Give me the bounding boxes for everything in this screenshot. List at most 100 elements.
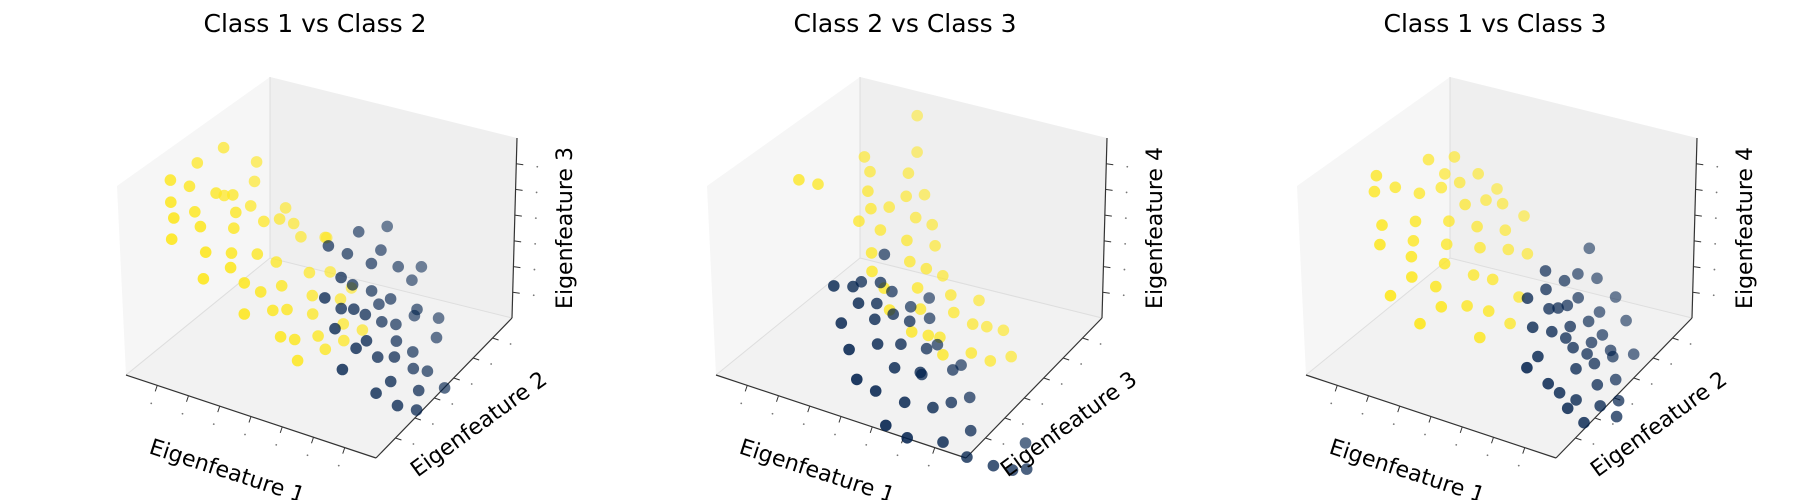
z-axis-line [1691,137,1698,319]
scatter-point-s1-40 [1414,317,1426,330]
scatter-point-s2-20 [322,240,335,252]
z-axis-line [1101,137,1108,319]
y-tick-label [1631,403,1634,405]
z-axis-label: Eigenfeature 3 [553,147,578,309]
scatter-point-s2-35 [319,292,331,304]
z-tick-label [536,165,539,168]
y-tick-label [1650,383,1653,385]
scatter-point-s2-26 [869,313,881,326]
scatter-point-s1-8 [909,211,922,224]
z-tick-label [1715,191,1718,194]
scatter-point-s1-28 [911,282,924,294]
scatter-point-s2-11 [1558,274,1571,287]
scatter-point-s1-8 [295,231,307,243]
z-tick [1102,291,1110,294]
x-axis-label: Eigenfeature 1 [146,435,308,500]
scatter-point-s1-41 [194,220,207,233]
scatter-point-s2-6 [1593,306,1606,318]
y-tick-label [490,363,493,365]
scatter-point-s2-8 [886,285,898,298]
scatter-point-s2-38 [329,322,341,335]
x-tick [1397,405,1401,413]
x-tick-label [896,454,899,457]
y-tick-label [1060,383,1063,385]
scatter-point-s1-6 [1480,194,1492,206]
x-tick [1491,437,1494,444]
scatter-point-s2-18 [1540,283,1552,296]
scatter-point-s2-29 [348,303,360,316]
scatter-point-s2-13 [1607,350,1619,363]
z-tick [1105,188,1113,191]
scatter-point-s2-16 [390,318,402,331]
scatter-point-s2-15 [1561,299,1574,312]
scatter-point-s2-24 [407,362,420,375]
scatter-point-s2-37 [869,385,882,397]
scatter-point-s1-29 [230,206,242,219]
z-tick-label [534,217,537,220]
x-tick-label [834,433,836,436]
scatter-point-s2-34 [835,317,848,329]
y-tick [414,417,422,421]
z-tick [1104,214,1112,217]
y-tick-label [1611,423,1614,425]
scatter-point-s2-23 [1552,302,1564,314]
scatter-point-s1-7 [1499,224,1512,236]
x-tick [1522,447,1526,454]
scatter-point-s2-2 [415,261,428,273]
y-tick-label [1099,343,1102,345]
scatter-point-s1-32 [1376,219,1388,231]
scatter-point-s2-28 [412,384,425,397]
y-tick-label [1041,403,1044,405]
scatter-point-s2-36 [391,399,404,412]
x-tick-label [244,433,246,436]
scatter-point-s1-40 [165,196,177,208]
scatter-point-s1-18 [258,215,270,228]
scatter-point-s2-9 [947,364,959,376]
x-tick-label [1392,423,1395,426]
z-tick-label [1714,242,1717,245]
x-tick [744,385,748,392]
scatter-point-s1-26 [251,248,264,260]
scatter-point-s2-21 [871,297,883,310]
scatter-point-s1-37 [1406,271,1418,283]
scatter-point-s1-17 [1513,291,1525,303]
x-tick [869,426,873,434]
scatter-point-s2-17 [407,346,419,358]
scatter-point-s1-40 [905,326,918,338]
scatter-point-s1-50 [197,273,210,285]
scatter-point-s1-29 [1368,185,1381,198]
y-tick-label [451,403,454,405]
z-axis-label: Eigenfeature 4 [1733,147,1758,309]
scatter-point-s1-18 [901,234,913,247]
scatter-point-s2-22 [895,338,907,351]
z-tick [1692,291,1700,294]
scatter-point-s2-20 [1006,464,1019,476]
z-tick [516,163,524,166]
y-tick-label [1592,443,1595,445]
scatter-point-s1-6 [287,217,300,230]
scatter-point-s1-11 [997,324,1010,337]
z-tick-label [1126,165,1129,168]
side-pane [1297,77,1450,375]
scatter-point-s1-13 [356,324,369,336]
x-tick [838,416,842,423]
scatter-point-s1-47 [199,246,212,258]
scatter-point-s1-39 [1384,289,1397,302]
scatter-point-s1-42 [238,277,251,289]
z-tick [1694,240,1702,243]
x-tick-label [740,402,743,405]
y-axis-line [1555,317,1693,459]
scatter-point-s1-14 [937,270,949,282]
scatter-point-s1-2 [911,146,923,158]
z-tick-label [534,242,537,245]
scatter-point-s2-3 [406,274,418,287]
scatter-point-s2-26 [1591,379,1604,391]
scatter-point-s1-46 [168,212,180,224]
scatter-point-s1-37 [922,329,935,342]
scatter-point-s2-35 [1532,350,1544,363]
scatter-point-s2-38 [901,432,913,444]
scatter-point-s1-28 [1482,305,1495,317]
floor-pane [716,258,1102,458]
chart-title: Class 1 vs Class 3 [1384,9,1607,38]
